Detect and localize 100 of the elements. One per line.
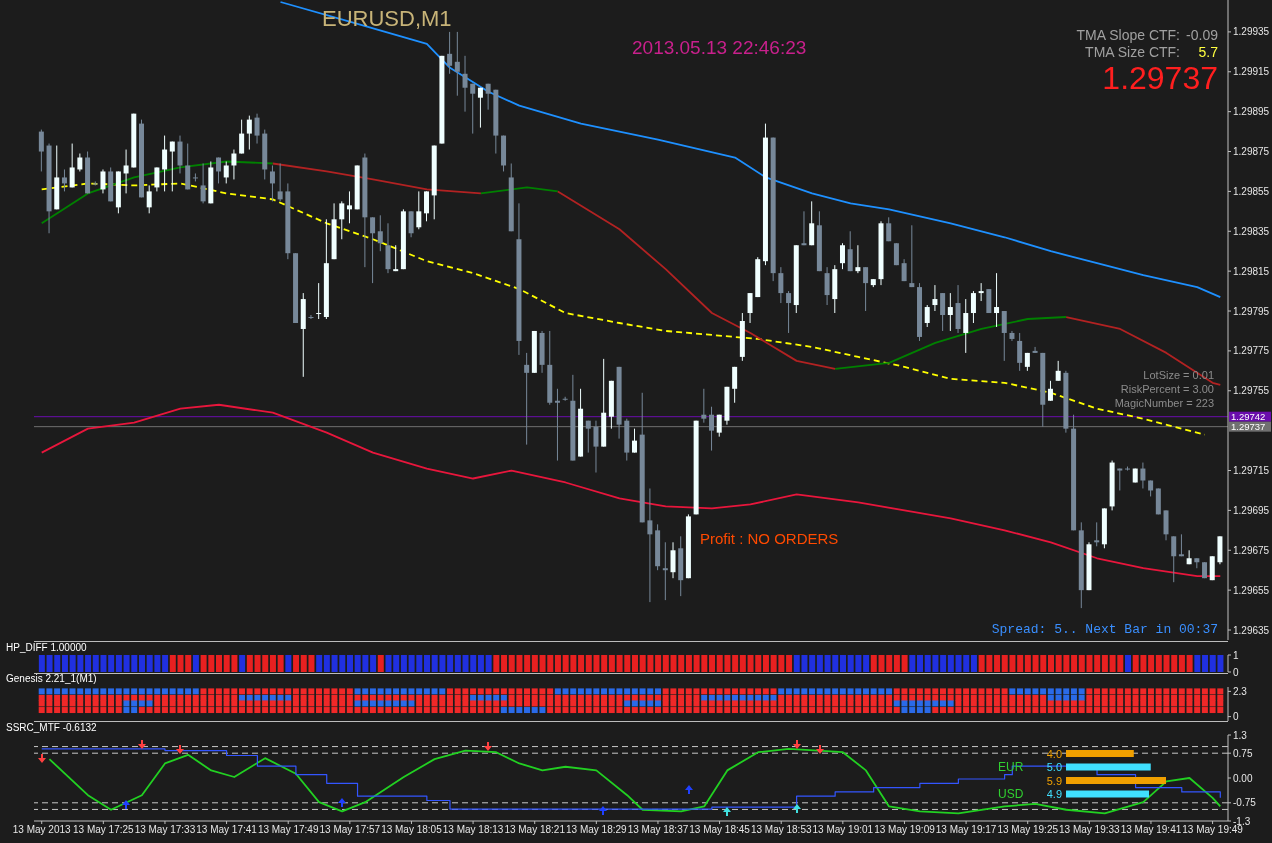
annotation: 1.29737	[1102, 60, 1218, 96]
chart-title: SSRC_MTF -0.6132	[6, 722, 97, 733]
candlestick	[847, 230, 853, 272]
candlestick	[1094, 521, 1100, 547]
candlestick	[239, 119, 245, 155]
candlestick	[454, 31, 460, 97]
candlestick	[670, 541, 676, 579]
y-tick-label: 1.29775	[1233, 345, 1270, 357]
candlestick	[593, 420, 599, 474]
candlestick	[855, 244, 861, 274]
y-tick-label: 1.29835	[1233, 225, 1270, 237]
candlestick	[377, 214, 383, 252]
candlestick	[701, 388, 707, 424]
data-label: 4.0	[1046, 747, 1062, 760]
x-tick-label: 13 May 2013	[12, 824, 72, 836]
candlestick	[346, 190, 352, 224]
candlestick	[316, 282, 322, 320]
chart-title: HP_DIFF 1.00000	[6, 642, 87, 653]
candlestick	[932, 284, 938, 312]
y-tick-label: 1.29715	[1233, 465, 1270, 477]
y-tick-label: 1.29895	[1233, 106, 1270, 118]
candlestick	[123, 149, 129, 194]
x-tick-label: 13 May 18:53	[750, 824, 812, 836]
candlestick	[839, 242, 845, 270]
candlestick	[370, 216, 376, 284]
candlestick	[447, 31, 453, 75]
candlestick	[1001, 310, 1007, 362]
y-tick-label: 1.29635	[1233, 624, 1270, 636]
y-tick-label: -0.75	[1233, 797, 1257, 809]
y-tick-label: -1.3	[1233, 815, 1251, 827]
candlestick	[809, 200, 815, 246]
candlestick	[146, 184, 152, 214]
x-tick-label: 13 May 18:13	[442, 824, 504, 836]
candlestick	[1047, 380, 1053, 402]
candlestick	[970, 290, 976, 324]
candlestick	[1055, 360, 1061, 382]
x-tick-label: 13 May 17:41	[196, 824, 258, 836]
candlestick	[61, 168, 67, 192]
candlestick	[485, 83, 491, 111]
x-tick-label: 13 May 19:01	[812, 824, 874, 836]
y-tick-label: 1.29915	[1233, 66, 1270, 78]
data-label: 4.9	[1046, 788, 1062, 800]
candlestick	[1017, 332, 1023, 372]
candlestick	[1171, 535, 1177, 583]
candlestick	[185, 143, 191, 190]
bar	[1066, 790, 1150, 798]
y-tick-label: 0.00	[1233, 772, 1253, 784]
candlestick	[424, 190, 430, 222]
candlestick	[647, 487, 653, 603]
ref-line-label: 1.29737	[1231, 421, 1266, 433]
candlestick	[1163, 509, 1169, 541]
y-tick-label: 1	[1233, 649, 1239, 661]
bar	[1066, 777, 1166, 784]
y-tick-label: 1.29655	[1233, 584, 1270, 596]
candlestick	[385, 222, 391, 274]
candlestick	[223, 161, 229, 184]
annotation: TMA Slope CTF:	[1076, 27, 1180, 43]
x-tick-label: 13 May 17:57	[319, 824, 381, 836]
y-tick-label: 0	[1233, 666, 1239, 678]
candlestick	[778, 266, 784, 304]
x-tick-label: 13 May 19:25	[997, 824, 1059, 836]
x-tick-label: 13 May 17:33	[134, 824, 196, 836]
x-tick-label: 13 May 18:21	[504, 824, 566, 836]
candlestick	[662, 541, 668, 601]
candlestick	[824, 266, 830, 306]
candlestick	[585, 420, 591, 454]
candlestick	[477, 87, 483, 129]
candlestick	[393, 244, 399, 272]
candlestick	[308, 314, 314, 320]
candlestick	[978, 282, 984, 302]
candlestick	[524, 352, 530, 446]
y-tick-label: 1.29935	[1233, 26, 1270, 38]
candlestick	[269, 164, 275, 202]
candlestick	[994, 272, 1000, 328]
candlestick	[732, 366, 738, 404]
y-tick-label: 2.3	[1233, 685, 1248, 697]
x-tick-label: 13 May 17:25	[73, 824, 135, 836]
annotation: MagicNumber = 223	[1114, 397, 1214, 409]
x-tick-label: 13 May 19:33	[1059, 824, 1121, 836]
y-tick-label: 1.29755	[1233, 385, 1270, 397]
candlestick	[100, 168, 106, 194]
bar	[1066, 763, 1151, 771]
candlestick	[1032, 346, 1038, 354]
x-tick-label: 13 May 19:17	[935, 824, 997, 836]
candlestick	[277, 162, 283, 202]
candlestick	[408, 210, 414, 238]
candlestick	[154, 166, 160, 192]
annotation: -0.09	[1186, 27, 1218, 43]
y-tick-label: 1.29675	[1233, 544, 1270, 556]
candlestick	[470, 83, 476, 135]
text: 2013.05.13 22:46:23	[632, 37, 807, 58]
candlestick	[709, 406, 715, 452]
y-tick-label: 1.3	[1233, 729, 1248, 741]
candlestick	[947, 292, 953, 332]
candlestick	[177, 135, 183, 174]
candlestick	[162, 135, 168, 192]
candlestick	[69, 143, 75, 188]
bar	[1066, 750, 1134, 757]
candlestick	[416, 190, 422, 230]
x-tick-label: 13 May 18:45	[689, 824, 751, 836]
